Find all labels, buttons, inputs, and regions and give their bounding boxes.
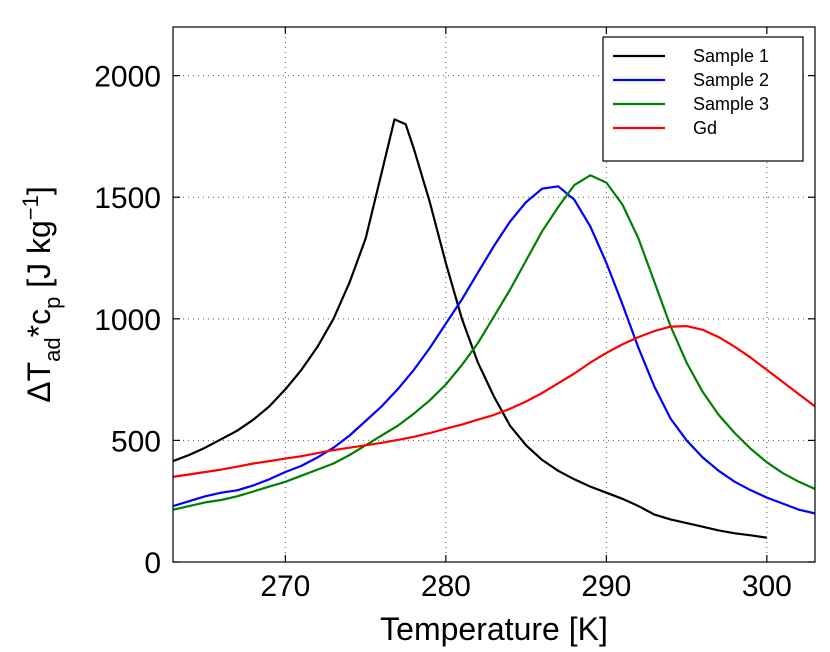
legend: Sample 1 Sample 2 Sample 3 Gd <box>602 36 804 162</box>
x-tick-label-280: 280 <box>421 570 471 603</box>
x-tick-label-290: 290 <box>581 570 631 603</box>
x-tick-label-270: 270 <box>260 570 310 603</box>
y-tick-label-2000: 2000 <box>94 61 161 94</box>
series-line-1 <box>173 118 768 539</box>
y-label-sup: −1 <box>18 195 43 220</box>
axis-ticks <box>173 27 815 563</box>
y-tick-label-1000: 1000 <box>94 304 161 337</box>
legend-box <box>602 36 804 162</box>
x-tick-label-300: 300 <box>742 570 792 603</box>
plot-frame <box>172 26 816 563</box>
y-tick-label-0: 0 <box>144 547 161 580</box>
y-axis-label: ΔTad*cp [J kg−1] <box>18 186 65 403</box>
y-tick-label-500: 500 <box>111 425 161 458</box>
series-line-2 <box>173 185 815 515</box>
y-label-end: ] <box>21 186 57 195</box>
y-label-main: ΔT <box>21 362 57 403</box>
series-line-4 <box>173 325 815 478</box>
legend-label-4: Gd <box>693 118 717 138</box>
legend-label-2: Sample 2 <box>693 70 769 90</box>
y-tick-label-1500: 1500 <box>94 182 161 215</box>
legend-label-3: Sample 3 <box>693 94 769 114</box>
series-layer <box>173 118 815 539</box>
series-line-3 <box>173 174 815 511</box>
y-label-sub2: p <box>40 297 65 309</box>
y-label-units: [J kg <box>21 220 57 296</box>
tick-labels: 270 280 290 300 0 500 1000 1500 2000 <box>94 61 792 603</box>
legend-label-1: Sample 1 <box>693 46 769 66</box>
y-label-mid: *c <box>21 309 57 337</box>
x-axis-label: Temperature [K] <box>380 611 608 647</box>
y-label-sub1: ad <box>40 337 65 361</box>
